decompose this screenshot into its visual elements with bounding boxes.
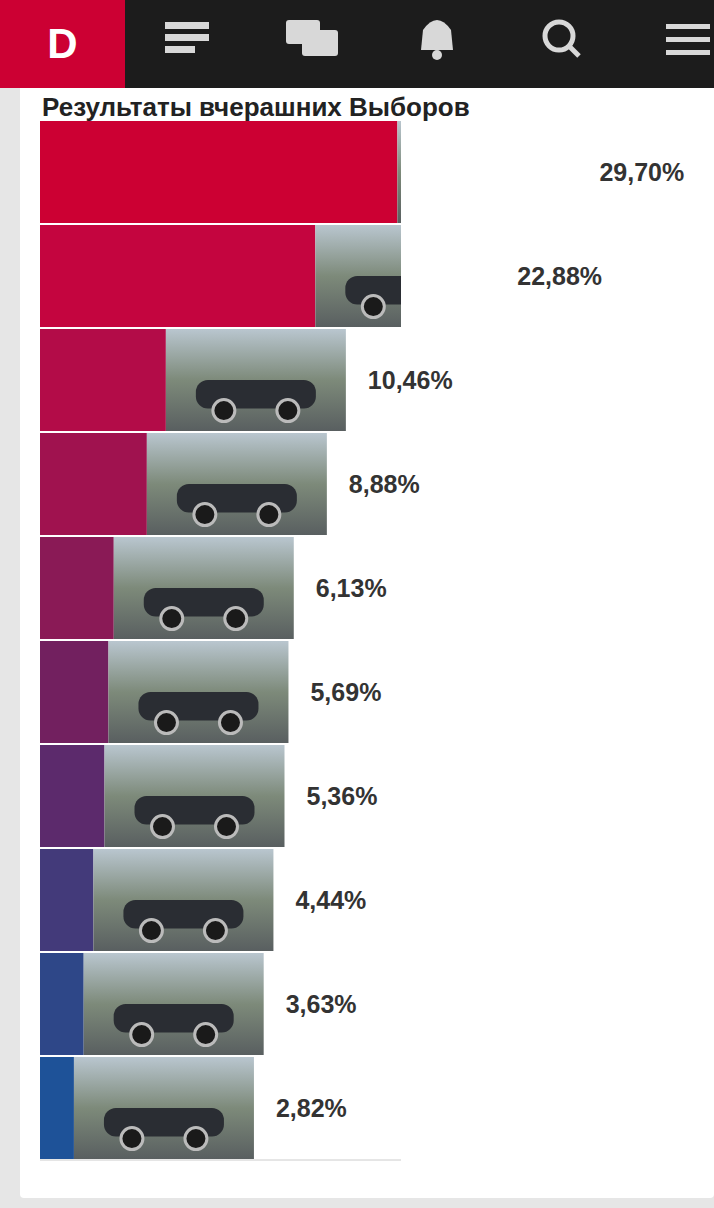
html-text:D: D xyxy=(47,20,78,67)
svg-text:6,13%: 6,13% xyxy=(316,574,387,602)
svg-text:29,70%: 29,70% xyxy=(599,158,684,186)
html-text:Результаты вчерашних Выборов: Результаты вчерашних Выборов xyxy=(42,92,470,122)
svg-text:5,69%: 5,69% xyxy=(310,678,381,706)
svg-text:3,63%: 3,63% xyxy=(286,990,357,1018)
svg-text:8,88%: 8,88% xyxy=(349,470,420,498)
svg-text:22,88%: 22,88% xyxy=(517,262,602,290)
svg-text:4,44%: 4,44% xyxy=(295,886,366,914)
svg-text:5,36%: 5,36% xyxy=(306,782,377,810)
svg-text:10,46%: 10,46% xyxy=(368,366,453,394)
svg-text:2,82%: 2,82% xyxy=(276,1094,347,1122)
